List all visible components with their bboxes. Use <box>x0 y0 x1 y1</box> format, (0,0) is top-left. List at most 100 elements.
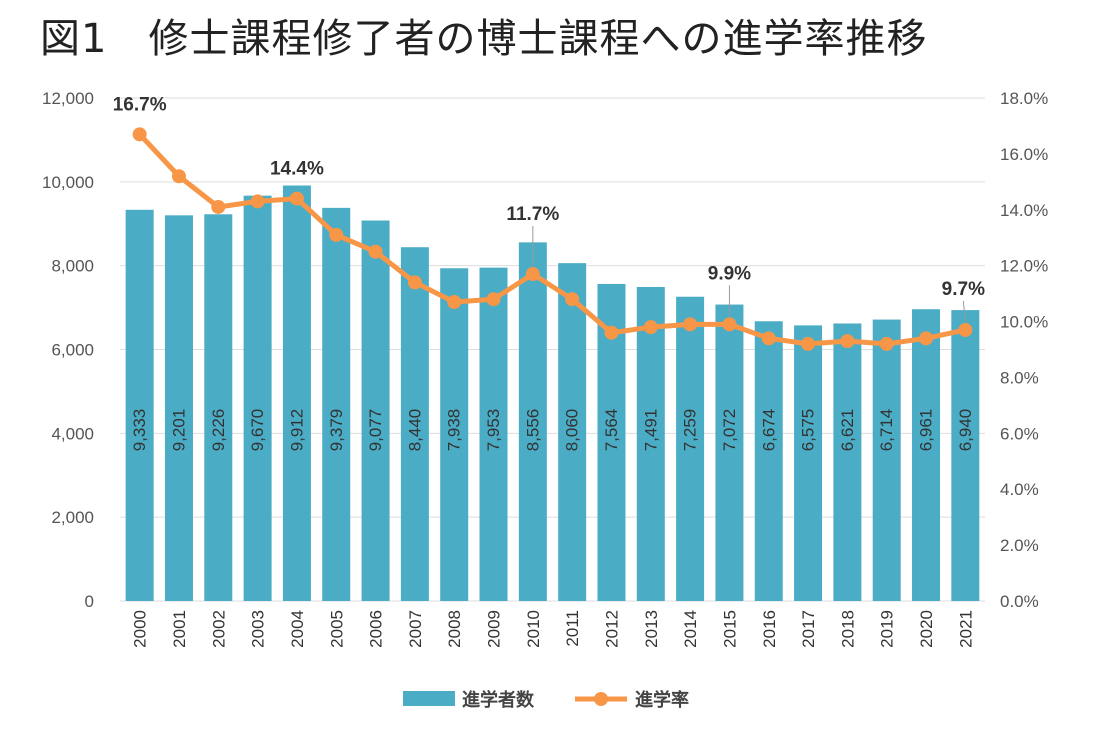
x-tick-label: 2019 <box>878 610 897 648</box>
bar <box>479 267 508 601</box>
right-tick-label: 8.0% <box>1000 368 1039 387</box>
bar <box>125 209 154 601</box>
right-tick-label: 14.0% <box>1000 201 1048 220</box>
x-tick-label: 2004 <box>288 610 307 648</box>
bar <box>440 268 469 601</box>
rate-series-line <box>137 132 966 347</box>
x-tick-label: 2011 <box>563 610 582 647</box>
left-axis-ticks: 0 2,000 4,000 6,000 8,000 10,000 12,000 <box>42 89 94 611</box>
rate-annotation-label: 11.7% <box>506 204 559 225</box>
bar <box>833 323 862 601</box>
bar <box>322 207 351 601</box>
bar-labels: 9,333 9,201 9,226 9,670 9,912 9,379 9,077 8,440… <box>130 409 975 452</box>
left-tick-label: 0 <box>85 592 94 611</box>
rate-point <box>604 325 619 340</box>
right-tick-label: 0.0% <box>1000 592 1039 611</box>
rate-point <box>565 292 580 307</box>
x-tick-label: 2002 <box>209 610 228 648</box>
x-tick-label: 2020 <box>917 610 936 648</box>
rate-point <box>407 275 422 290</box>
legend-label-bar: 進学者数 <box>462 689 535 711</box>
bar <box>361 220 390 602</box>
bar <box>400 247 429 601</box>
annotation-leader <box>962 300 966 322</box>
bar-value-label: 6,575 <box>799 409 818 452</box>
bar-value-label: 7,938 <box>445 409 464 452</box>
rate-point <box>486 292 501 307</box>
left-tick-label: 2,000 <box>51 508 94 527</box>
left-tick-label: 8,000 <box>51 257 94 276</box>
bar-value-label: 7,259 <box>681 409 700 452</box>
rate-annotation-label: 9.7% <box>942 279 985 300</box>
rate-point <box>840 334 855 349</box>
rate-point <box>250 194 265 209</box>
bar-value-label: 8,060 <box>563 409 582 452</box>
x-tick-label: 2015 <box>720 610 739 648</box>
bar-value-label: 9,670 <box>248 409 267 452</box>
rate-point <box>211 199 226 214</box>
bar <box>912 309 941 601</box>
left-tick-label: 6,000 <box>51 341 94 360</box>
x-tick-label: 2003 <box>249 610 268 648</box>
bar-value-label: 8,440 <box>405 409 424 452</box>
bar-value-label: 9,201 <box>169 409 188 452</box>
right-tick-label: 6.0% <box>1000 424 1039 443</box>
bar-value-label: 9,226 <box>209 409 228 452</box>
bar <box>872 319 901 601</box>
legend-swatch-bar <box>403 691 455 706</box>
rate-point <box>171 169 186 184</box>
bar <box>636 287 665 601</box>
rate-point <box>289 191 304 206</box>
bar-value-label: 7,072 <box>720 409 739 452</box>
bar-value-label: 7,491 <box>641 409 660 452</box>
rate-point <box>132 127 147 142</box>
rate-point <box>761 331 776 346</box>
x-tick-label: 2018 <box>838 610 857 648</box>
x-tick-label: 2001 <box>170 610 189 648</box>
x-tick-label: 2016 <box>760 610 779 648</box>
x-tick-label: 2005 <box>327 610 346 648</box>
rate-point <box>643 320 658 335</box>
x-tick-label: 2009 <box>485 610 504 648</box>
right-tick-label: 16.0% <box>1000 145 1048 164</box>
bar <box>558 263 587 601</box>
x-tick-label: 2000 <box>131 610 150 648</box>
x-tick-label: 2010 <box>524 610 543 648</box>
bar <box>518 242 547 601</box>
left-tick-label: 12,000 <box>42 89 94 108</box>
right-tick-label: 12.0% <box>1000 257 1048 276</box>
rate-point <box>447 294 462 309</box>
x-tick-label: 2017 <box>799 610 818 648</box>
bar-value-label: 6,961 <box>917 409 936 452</box>
right-tick-label: 10.0% <box>1000 313 1048 332</box>
rate-point <box>919 331 934 346</box>
bar-value-label: 6,714 <box>877 409 896 452</box>
right-axis-ticks: 0.0% 2.0% 4.0% 6.0% 8.0% 10.0% 12.0% 14.0% 16.0%… <box>1000 89 1048 611</box>
bar-value-label: 6,621 <box>838 409 857 452</box>
left-tick-label: 4,000 <box>51 424 94 443</box>
bar <box>951 310 980 601</box>
right-tick-label: 4.0% <box>1000 480 1039 499</box>
bar <box>282 185 311 601</box>
chart-title: 図1 修士課程修了者の博士課程への進学率推移 <box>40 16 928 62</box>
x-axis-ticks: 2000 2001 2002 2003 2004 2005 2006 2007 2008 2009… <box>131 610 976 648</box>
x-tick-label: 2014 <box>681 610 700 648</box>
left-tick-label: 10,000 <box>42 173 94 192</box>
rate-line <box>132 127 973 351</box>
x-tick-label: 2013 <box>642 610 661 648</box>
rate-point <box>958 322 973 337</box>
rate-annotation-label: 14.4% <box>270 159 324 180</box>
bar-value-label: 9,077 <box>366 409 385 452</box>
bar <box>164 215 193 601</box>
bar-value-label: 9,333 <box>130 409 149 452</box>
rate-point <box>329 227 344 242</box>
rate-annotations: 16.7% 14.4% 11.7% 9.9% 9.7% <box>113 94 985 322</box>
bar-value-label: 7,564 <box>602 409 621 452</box>
legend-label-line: 進学率 <box>635 689 689 711</box>
bar <box>715 304 744 601</box>
x-tick-label: 2006 <box>367 610 386 648</box>
bar <box>754 321 783 601</box>
bar <box>204 214 233 601</box>
bar-value-label: 6,674 <box>759 409 778 452</box>
